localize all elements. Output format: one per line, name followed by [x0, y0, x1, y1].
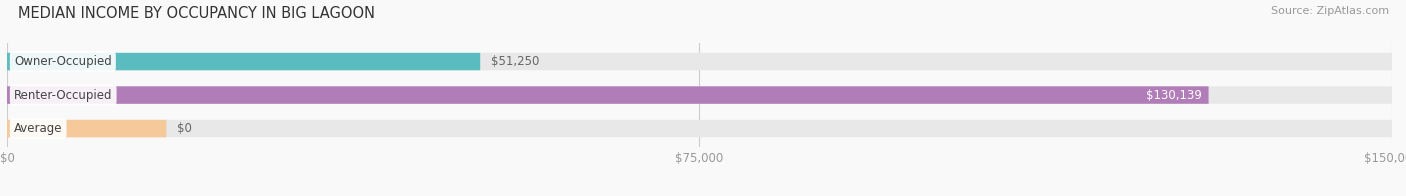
Text: Renter-Occupied: Renter-Occupied: [14, 89, 112, 102]
Text: Source: ZipAtlas.com: Source: ZipAtlas.com: [1271, 6, 1389, 16]
Text: MEDIAN INCOME BY OCCUPANCY IN BIG LAGOON: MEDIAN INCOME BY OCCUPANCY IN BIG LAGOON: [18, 6, 375, 21]
FancyBboxPatch shape: [7, 120, 166, 137]
Text: Owner-Occupied: Owner-Occupied: [14, 55, 111, 68]
FancyBboxPatch shape: [7, 53, 1392, 70]
FancyBboxPatch shape: [7, 86, 1392, 104]
FancyBboxPatch shape: [7, 120, 1392, 137]
FancyBboxPatch shape: [7, 53, 481, 70]
Text: Average: Average: [14, 122, 62, 135]
Text: $51,250: $51,250: [491, 55, 540, 68]
FancyBboxPatch shape: [7, 86, 1209, 104]
Text: $130,139: $130,139: [1146, 89, 1202, 102]
Text: $0: $0: [177, 122, 193, 135]
